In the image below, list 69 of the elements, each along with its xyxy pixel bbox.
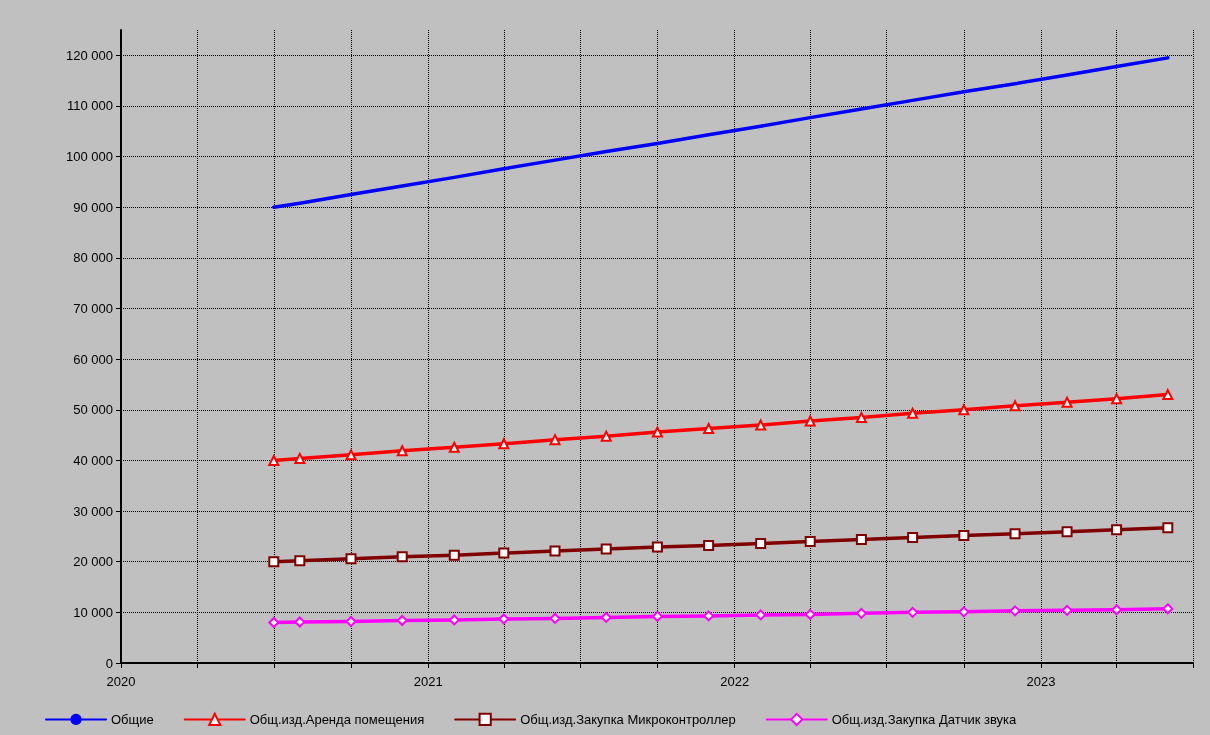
point [755,419,767,431]
legend-label: Общие [111,711,154,727]
point [448,549,460,561]
y-tick-label: 120 000 [66,47,113,63]
legend-label: Общ.изд.Закупка Микроконтроллер [520,711,736,727]
y-tick-label: 110 000 [66,98,113,114]
point [1061,396,1073,408]
legend-label: Общ.изд.Аренда помещения [249,711,425,727]
point [1009,605,1021,617]
y-tick-label: 90 000 [73,199,113,215]
point [1009,400,1021,412]
point [651,541,663,553]
y-tick-label: 40 000 [73,452,113,468]
point [855,411,867,423]
point [448,614,460,626]
y-tick-label: 30 000 [73,503,113,519]
x-tick-label: 2020 [106,674,136,689]
y-tick-label: 70 000 [73,301,113,317]
point [498,438,510,450]
y-tick-label: 100 000 [66,149,113,165]
point [958,606,970,618]
point [600,543,612,555]
point [396,445,408,457]
point [1009,528,1021,540]
point [703,610,715,622]
y-tick-label: 20 000 [73,554,113,570]
legend-label: Общ.изд.Закупка Датчик звука [831,711,1018,727]
point [804,415,816,427]
point [549,434,561,446]
point [600,430,612,442]
point [345,615,357,627]
point [498,547,510,559]
point [958,529,970,541]
point [1111,393,1123,405]
x-tick-label: 2023 [1026,674,1056,689]
point [345,449,357,461]
point [907,531,919,543]
point [448,441,460,453]
line-series [272,56,1170,209]
point [294,555,306,567]
y-tick-label: 50 000 [73,402,113,418]
y-tick-label: 60 000 [73,351,113,367]
point [1061,604,1073,616]
point [549,612,561,624]
point [396,551,408,563]
point [268,556,280,568]
x-tick-label: 2022 [720,674,750,689]
point [804,535,816,547]
point [268,454,280,466]
point [907,407,919,419]
y-tick-label: 0 [105,655,113,671]
point [1162,522,1174,534]
point [755,609,767,621]
point [294,452,306,464]
point [498,613,510,625]
point [294,616,306,628]
point [1111,524,1123,536]
point [755,537,767,549]
point [1162,603,1174,615]
point [958,404,970,416]
y-tick-label: 10 000 [73,604,113,620]
point [855,533,867,545]
y-tick-label: 80 000 [73,250,113,266]
point [703,540,715,552]
point [345,553,357,565]
point [651,426,663,438]
point [549,545,561,557]
point [1061,526,1073,538]
x-tick-label: 2021 [413,674,443,689]
